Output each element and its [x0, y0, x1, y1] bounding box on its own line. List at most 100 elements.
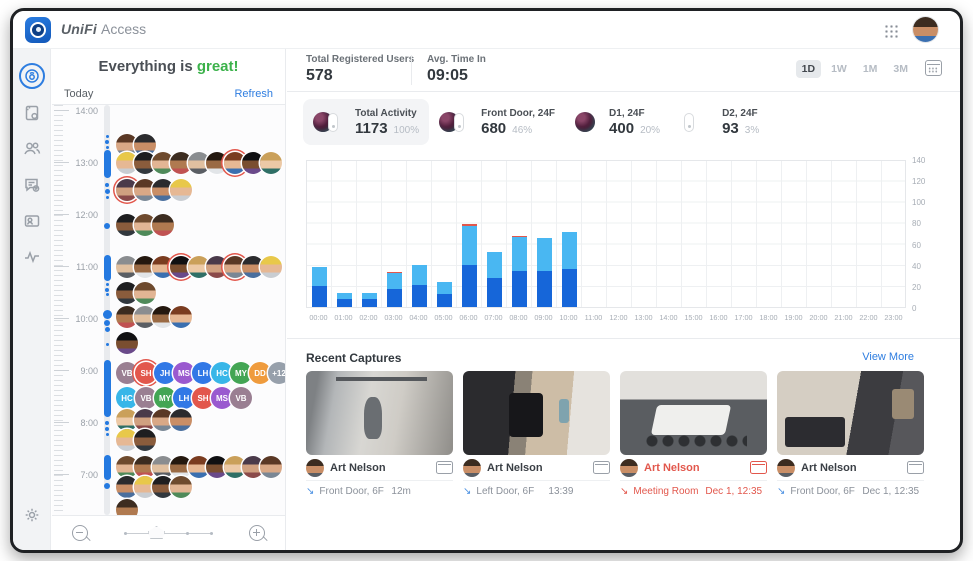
user-avatar[interactable] — [116, 282, 138, 304]
range-3m[interactable]: 3M — [893, 63, 908, 75]
user-avatar[interactable] — [134, 456, 156, 478]
user-avatar[interactable] — [188, 456, 210, 478]
range-1m[interactable]: 1M — [862, 63, 878, 75]
user-avatar[interactable] — [170, 456, 192, 478]
device-card[interactable]: D1, 24F 400 20% — [565, 99, 670, 145]
range-1w[interactable]: 1W — [831, 63, 847, 75]
user-avatar[interactable] — [134, 152, 156, 174]
initials-badge[interactable]: SH — [192, 387, 214, 409]
user-avatar[interactable] — [134, 179, 156, 201]
sidebar-item-settings[interactable] — [20, 503, 44, 527]
bar-slot[interactable] — [332, 293, 357, 307]
zoom-out-button[interactable] — [72, 525, 91, 542]
sidebar-item-users[interactable] — [20, 137, 44, 161]
bar-slot[interactable] — [382, 272, 407, 307]
user-avatar[interactable] — [134, 409, 156, 431]
user-avatar[interactable] — [224, 256, 246, 278]
user-avatar[interactable] — [116, 409, 138, 431]
capture-card[interactable]: Art Nelson ↘ Meeting Room Dec 1, 12:35 — [620, 371, 767, 503]
user-avatar[interactable] — [242, 152, 264, 174]
user-avatar[interactable] — [134, 476, 156, 498]
user-avatar[interactable] — [242, 256, 264, 278]
capture-card[interactable]: Art Nelson ↘ Front Door, 6F Dec 1, 12:35 — [777, 371, 924, 503]
user-avatar[interactable] — [206, 256, 228, 278]
bar-slot[interactable] — [557, 231, 582, 307]
capture-thumbnail[interactable] — [620, 371, 767, 455]
user-avatar[interactable] — [152, 409, 174, 431]
bar-slot[interactable] — [507, 236, 532, 307]
calendar-icon[interactable] — [925, 60, 942, 76]
sidebar-item-visitors[interactable] — [20, 209, 44, 233]
user-avatar[interactable] — [116, 256, 138, 278]
device-card[interactable]: Total Activity 1173 100% — [303, 99, 430, 145]
user-avatar[interactable] — [134, 306, 156, 328]
bar-slot[interactable] — [432, 281, 457, 307]
user-avatar[interactable] — [116, 476, 138, 498]
initials-badge[interactable]: SH — [135, 362, 157, 384]
sidebar-item-activity[interactable] — [20, 245, 44, 269]
user-avatar[interactable] — [116, 306, 138, 328]
user-avatar[interactable] — [224, 152, 246, 174]
zoom-slider-handle[interactable] — [148, 526, 165, 539]
user-avatar[interactable] — [116, 499, 138, 515]
user-avatar[interactable] — [224, 456, 246, 478]
user-avatar[interactable] — [152, 179, 174, 201]
access-card-icon[interactable] — [750, 461, 767, 474]
user-avatar[interactable] — [170, 409, 192, 431]
initials-badge[interactable]: JH — [154, 362, 176, 384]
initials-badge[interactable]: VB — [135, 387, 157, 409]
bar-slot[interactable] — [307, 266, 332, 307]
bar-slot[interactable] — [482, 252, 507, 307]
user-avatar[interactable] — [188, 152, 210, 174]
device-card[interactable]: Front Door, 24F 680 46% — [429, 99, 565, 145]
user-avatar[interactable] — [152, 476, 174, 498]
user-avatar[interactable] — [134, 256, 156, 278]
user-avatar[interactable] — [134, 214, 156, 236]
user-avatar[interactable] — [206, 456, 228, 478]
initials-badge[interactable]: HC — [211, 362, 233, 384]
user-avatar[interactable] — [170, 476, 192, 498]
access-card-icon[interactable] — [436, 461, 453, 474]
capture-card[interactable]: Art Nelson ↘ Left Door, 6F 13:39 — [463, 371, 610, 503]
zoom-slider[interactable] — [124, 532, 213, 535]
user-avatar[interactable] — [134, 282, 156, 304]
initials-badge[interactable]: MY — [230, 362, 252, 384]
user-avatar[interactable] — [116, 152, 138, 174]
user-avatar[interactable] — [116, 179, 138, 201]
initials-badge[interactable]: LH — [173, 387, 195, 409]
user-avatar[interactable] — [188, 256, 210, 278]
bar-slot[interactable] — [457, 223, 482, 307]
user-avatar[interactable] — [170, 306, 192, 328]
access-card-icon[interactable] — [593, 461, 610, 474]
bar-slot[interactable] — [407, 264, 432, 307]
user-avatar[interactable] — [260, 256, 282, 278]
user-avatar[interactable] — [206, 152, 228, 174]
activity-chart[interactable] — [306, 160, 906, 308]
access-card-icon[interactable] — [907, 461, 924, 474]
user-avatar[interactable] — [134, 134, 156, 156]
user-avatar[interactable] — [152, 214, 174, 236]
range-1d[interactable]: 1D — [795, 60, 822, 78]
user-avatar[interactable] — [134, 429, 156, 451]
initials-badge[interactable]: LH — [192, 362, 214, 384]
user-avatar[interactable] — [152, 152, 174, 174]
sidebar-item-doors[interactable] — [20, 101, 44, 125]
capture-thumbnail[interactable] — [463, 371, 610, 455]
initials-badge[interactable]: VB — [230, 387, 252, 409]
refresh-link[interactable]: Refresh — [234, 87, 273, 100]
initials-badge[interactable]: HC — [116, 387, 138, 409]
initials-badge[interactable]: MY — [154, 387, 176, 409]
sidebar-item-dashboard[interactable] — [19, 63, 45, 89]
unifi-logo-icon[interactable] — [25, 17, 51, 43]
user-avatar[interactable] — [152, 306, 174, 328]
sidebar-item-logs[interactable] — [20, 173, 44, 197]
user-avatar[interactable] — [116, 214, 138, 236]
capture-card[interactable]: Art Nelson ↘ Front Door, 6F 12m — [306, 371, 453, 503]
initials-badge[interactable]: MS — [173, 362, 195, 384]
user-avatar[interactable] — [116, 332, 138, 354]
user-avatar[interactable] — [242, 456, 264, 478]
user-avatar[interactable] — [116, 134, 138, 156]
bar-slot[interactable] — [532, 238, 557, 307]
user-avatar[interactable] — [116, 456, 138, 478]
initials-badge[interactable]: MS — [211, 387, 233, 409]
